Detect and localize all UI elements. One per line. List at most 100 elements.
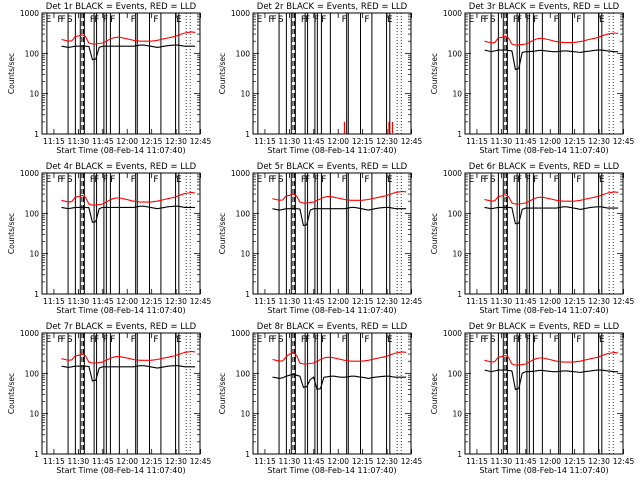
panel-6-flag-label: F	[526, 175, 531, 185]
panel-3-ytick-label: 1000	[443, 9, 462, 18]
panel-1-flag-label: E	[176, 15, 182, 25]
detector-panel-4: Det 4r BLACK = Events, RED = LLD 1 10 100 10…	[7, 162, 212, 315]
panel-1-ytick-label: 100	[25, 49, 40, 58]
panel-8-axes	[252, 332, 412, 455]
panel-3-ytick-label: 10	[452, 90, 462, 99]
panel-7-flag-label: E	[176, 335, 182, 345]
panel-5-title: Det 5r BLACK = Events, RED = LLD	[257, 162, 408, 172]
panel-2-xtick-label: 11:30	[279, 137, 301, 146]
panel-9-ytick-label: 100	[448, 369, 463, 378]
panel-5-flag-label: F	[321, 175, 326, 185]
panel-8-xtick-label: 12:45	[401, 457, 423, 466]
panel-5-ytick-label: 1000	[231, 169, 250, 178]
panel-4-ylabel: Counts/sec	[7, 213, 16, 254]
panel-4-axes	[41, 172, 201, 295]
panel-1-xtick-label: 11:15	[43, 137, 65, 146]
panel-1-ytick-label: 10	[29, 90, 39, 99]
panel-2-flag-label: F	[268, 15, 273, 25]
panel-3-flag-label: F	[554, 15, 559, 25]
panel-8-flag-label: F	[321, 335, 326, 345]
panel-7-flag-label: F	[61, 335, 66, 345]
panel-7-flag-label: F	[131, 335, 136, 345]
panel-1-title: Det 1r BLACK = Events, RED = LLD	[46, 2, 197, 12]
panel-8-xtick-label: 11:45	[303, 457, 325, 466]
panel-4-xtick-label: 11:45	[92, 297, 114, 306]
panel-4-xlabel: Start Time (08-Feb-14 11:07:40)	[56, 306, 185, 315]
panel-6-flag-label: F	[554, 175, 559, 185]
panel-6-xtick-label: 12:00	[539, 297, 561, 306]
panel-4-lld-series	[61, 191, 196, 206]
panel-6-xtick-label: 11:30	[491, 297, 513, 306]
panel-5-flag-label: S	[278, 175, 284, 185]
panel-9-ytick-label: 1	[457, 450, 462, 459]
panel-3-xtick-label: 12:30	[588, 137, 610, 146]
panel-3-ytick-label: 100	[448, 49, 463, 58]
panel-6-flag-label: F	[480, 175, 485, 185]
panel-3-ytick-label: 1	[457, 130, 462, 139]
panel-3-title: Det 3r BLACK = Events, RED = LLD	[469, 2, 620, 12]
panel-4-flag-label: F	[110, 175, 115, 185]
panel-5-ytick-label: 10	[240, 250, 250, 259]
panel-2-flag-label: F	[314, 15, 319, 25]
panel-7-ytick-label: 10	[29, 410, 39, 419]
panel-9-ytick-label: 1000	[443, 329, 462, 338]
panel-3-xlabel: Start Time (08-Feb-14 11:07:40)	[479, 146, 608, 155]
detector-panel-2: Det 2r BLACK = Events, RED = LLD 1 10 100 10…	[218, 2, 423, 155]
panel-3-flag-label: F	[517, 15, 522, 25]
panel-1-flag-label: F	[153, 15, 158, 25]
detector-panel-6: Det 6r BLACK = Events, RED = LLD 1 10 100 10…	[430, 162, 635, 315]
panel-8-ytick-label: 1	[245, 450, 250, 459]
panel-9-xtick-label: 11:30	[491, 457, 513, 466]
panel-6-xtick-label: 11:45	[515, 297, 537, 306]
detector-panel-8: Det 8r BLACK = Events, RED = LLD 1 10 100 10…	[218, 322, 423, 475]
panel-4-flag-label: F	[57, 175, 62, 185]
panel-4-flag-label: F	[94, 175, 99, 185]
panel-7-flag-label: F	[90, 335, 95, 345]
panel-7-xtick-label: 12:15	[141, 457, 163, 466]
panel-2-xtick-label: 11:15	[254, 137, 276, 146]
detector-panel-5: Det 5r BLACK = Events, RED = LLD 1 10 100 10…	[218, 162, 423, 315]
panel-8-lld-series	[272, 351, 407, 365]
panel-5-ytick-label: 100	[236, 209, 251, 218]
panel-8-xtick-label: 11:15	[254, 457, 276, 466]
panel-5-ylabel: Counts/sec	[218, 213, 227, 254]
panel-2-title: Det 2r BLACK = Events, RED = LLD	[257, 2, 408, 12]
panel-8-flag-label: E	[387, 335, 393, 345]
panel-3-events-series	[484, 49, 619, 71]
panel-9-xlabel: Start Time (08-Feb-14 11:07:40)	[479, 466, 608, 475]
panel-4-flag-label: F	[131, 175, 136, 185]
panel-6-flag-label: S	[490, 175, 496, 185]
panel-8-xtick-label: 12:00	[327, 457, 349, 466]
panel-7-axes	[41, 332, 201, 455]
panel-7-flag-label: S	[67, 335, 73, 345]
panel-3-flag-label: S	[490, 15, 496, 25]
panel-3-ylabel: Counts/sec	[430, 53, 439, 94]
panel-4-xtick-label: 12:45	[190, 297, 212, 306]
panel-1-flag-label: F	[61, 15, 66, 25]
panel-3-flag-label: F	[533, 15, 538, 25]
panel-2-ylabel: Counts/sec	[218, 53, 227, 94]
detector-panel-3: Det 3r BLACK = Events, RED = LLD 1 10 100 10…	[430, 2, 635, 155]
panel-1-flag-label: F	[131, 15, 136, 25]
panel-5-xtick-label: 11:30	[279, 297, 301, 306]
panel-2-xtick-label: 11:45	[303, 137, 325, 146]
panel-5-xtick-label: 12:45	[401, 297, 423, 306]
panel-7-xtick-label: 11:45	[92, 457, 114, 466]
panel-6-xtick-label: 12:45	[613, 297, 635, 306]
panel-7-title: Det 7r BLACK = Events, RED = LLD	[46, 322, 197, 332]
panel-2-xtick-label: 12:45	[401, 137, 423, 146]
panel-4-xtick-label: 12:30	[165, 297, 187, 306]
panel-8-flag-label: F	[272, 335, 277, 345]
panel-9-flag-label: F	[526, 335, 531, 345]
panel-9-lld-series	[484, 351, 619, 366]
panel-8-flag-label: F	[301, 335, 306, 345]
panel-8-flag-label: F	[305, 335, 310, 345]
panel-2-ytick-label: 100	[236, 49, 251, 58]
panel-8-xtick-label: 11:30	[279, 457, 301, 466]
panel-5-flag-label: E	[387, 175, 393, 185]
panel-5-flag-label: F	[268, 175, 273, 185]
panel-6-xlabel: Start Time (08-Feb-14 11:07:40)	[479, 306, 608, 315]
panel-5-events-series	[272, 206, 407, 227]
panel-4-flag-label: F	[61, 175, 66, 185]
